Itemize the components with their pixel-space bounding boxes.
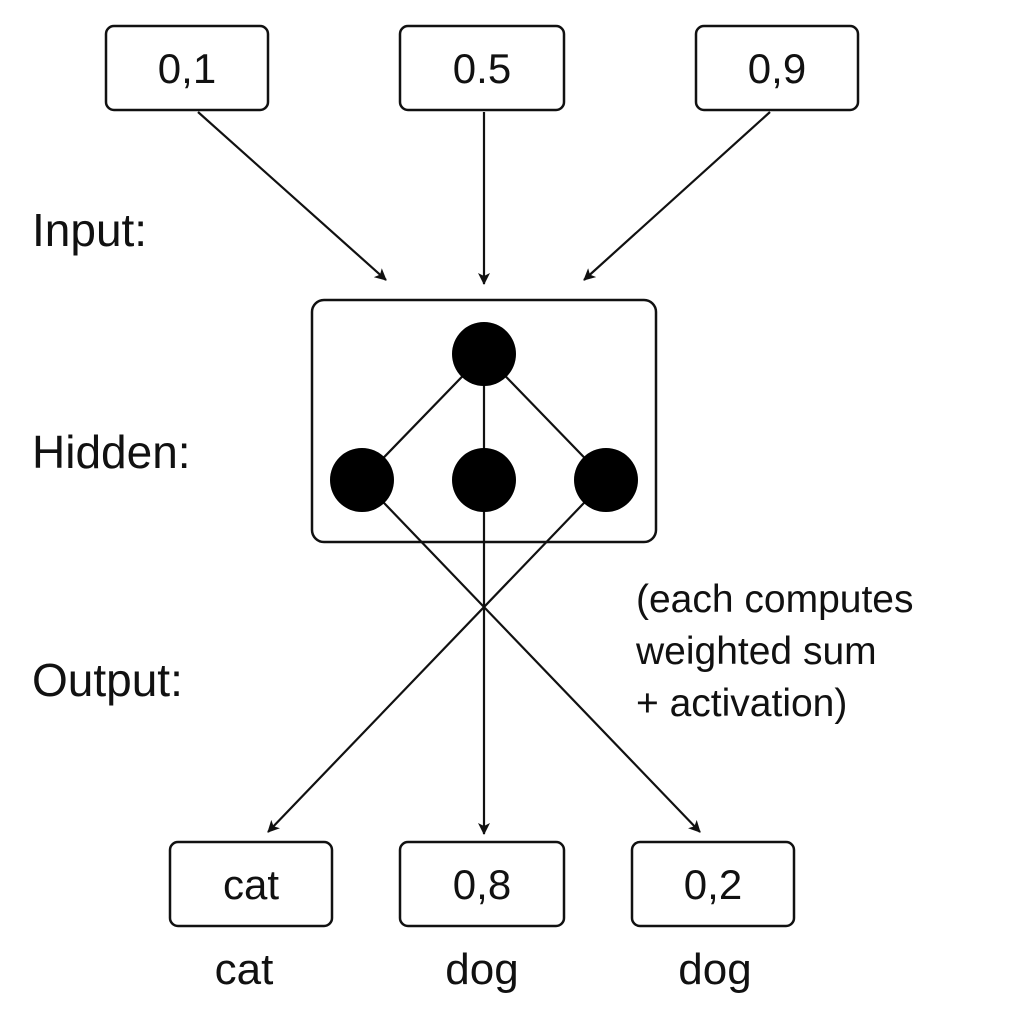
input-3-to-hidden-arrow (583, 111, 771, 281)
output-box-2: 0,8 (398, 840, 566, 928)
input-box-3: 0,9 (694, 24, 860, 112)
hidden-right-to-output-1-arrow (267, 479, 607, 833)
input-value-3: 0,9 (748, 45, 806, 92)
activation-note: (each computes weighted sum + activation… (635, 578, 913, 725)
note-line-1: (each computes (636, 578, 913, 621)
hidden-node-middle (452, 448, 516, 512)
output-caption-3: dog (678, 945, 751, 994)
output-box-3: 0,2 (630, 840, 796, 928)
input-1-to-hidden-arrow (197, 111, 387, 281)
hidden-left-to-output-3-arrow (361, 479, 701, 833)
note-line-3: + activation) (636, 682, 847, 725)
input-box-1: 0,1 (104, 24, 270, 112)
hidden-node-left (330, 448, 394, 512)
input-layer-label: Input: (32, 204, 147, 256)
hidden-node-right (574, 448, 638, 512)
output-value-3: 0,2 (684, 861, 742, 908)
note-line-2: weighted sum (635, 630, 877, 673)
output-value-2: 0,8 (453, 861, 511, 908)
hidden-layer-label: Hidden: (32, 426, 191, 478)
output-layer-label: Output: (32, 654, 183, 706)
hidden-node-top (452, 322, 516, 386)
output-caption-2: dog (445, 945, 518, 994)
input-box-2: 0.5 (398, 24, 566, 112)
output-value-1: cat (223, 861, 279, 908)
input-value-2: 0.5 (453, 45, 511, 92)
output-caption-1: cat (215, 945, 274, 994)
input-value-1: 0,1 (158, 45, 216, 92)
output-box-1: cat (168, 840, 334, 928)
